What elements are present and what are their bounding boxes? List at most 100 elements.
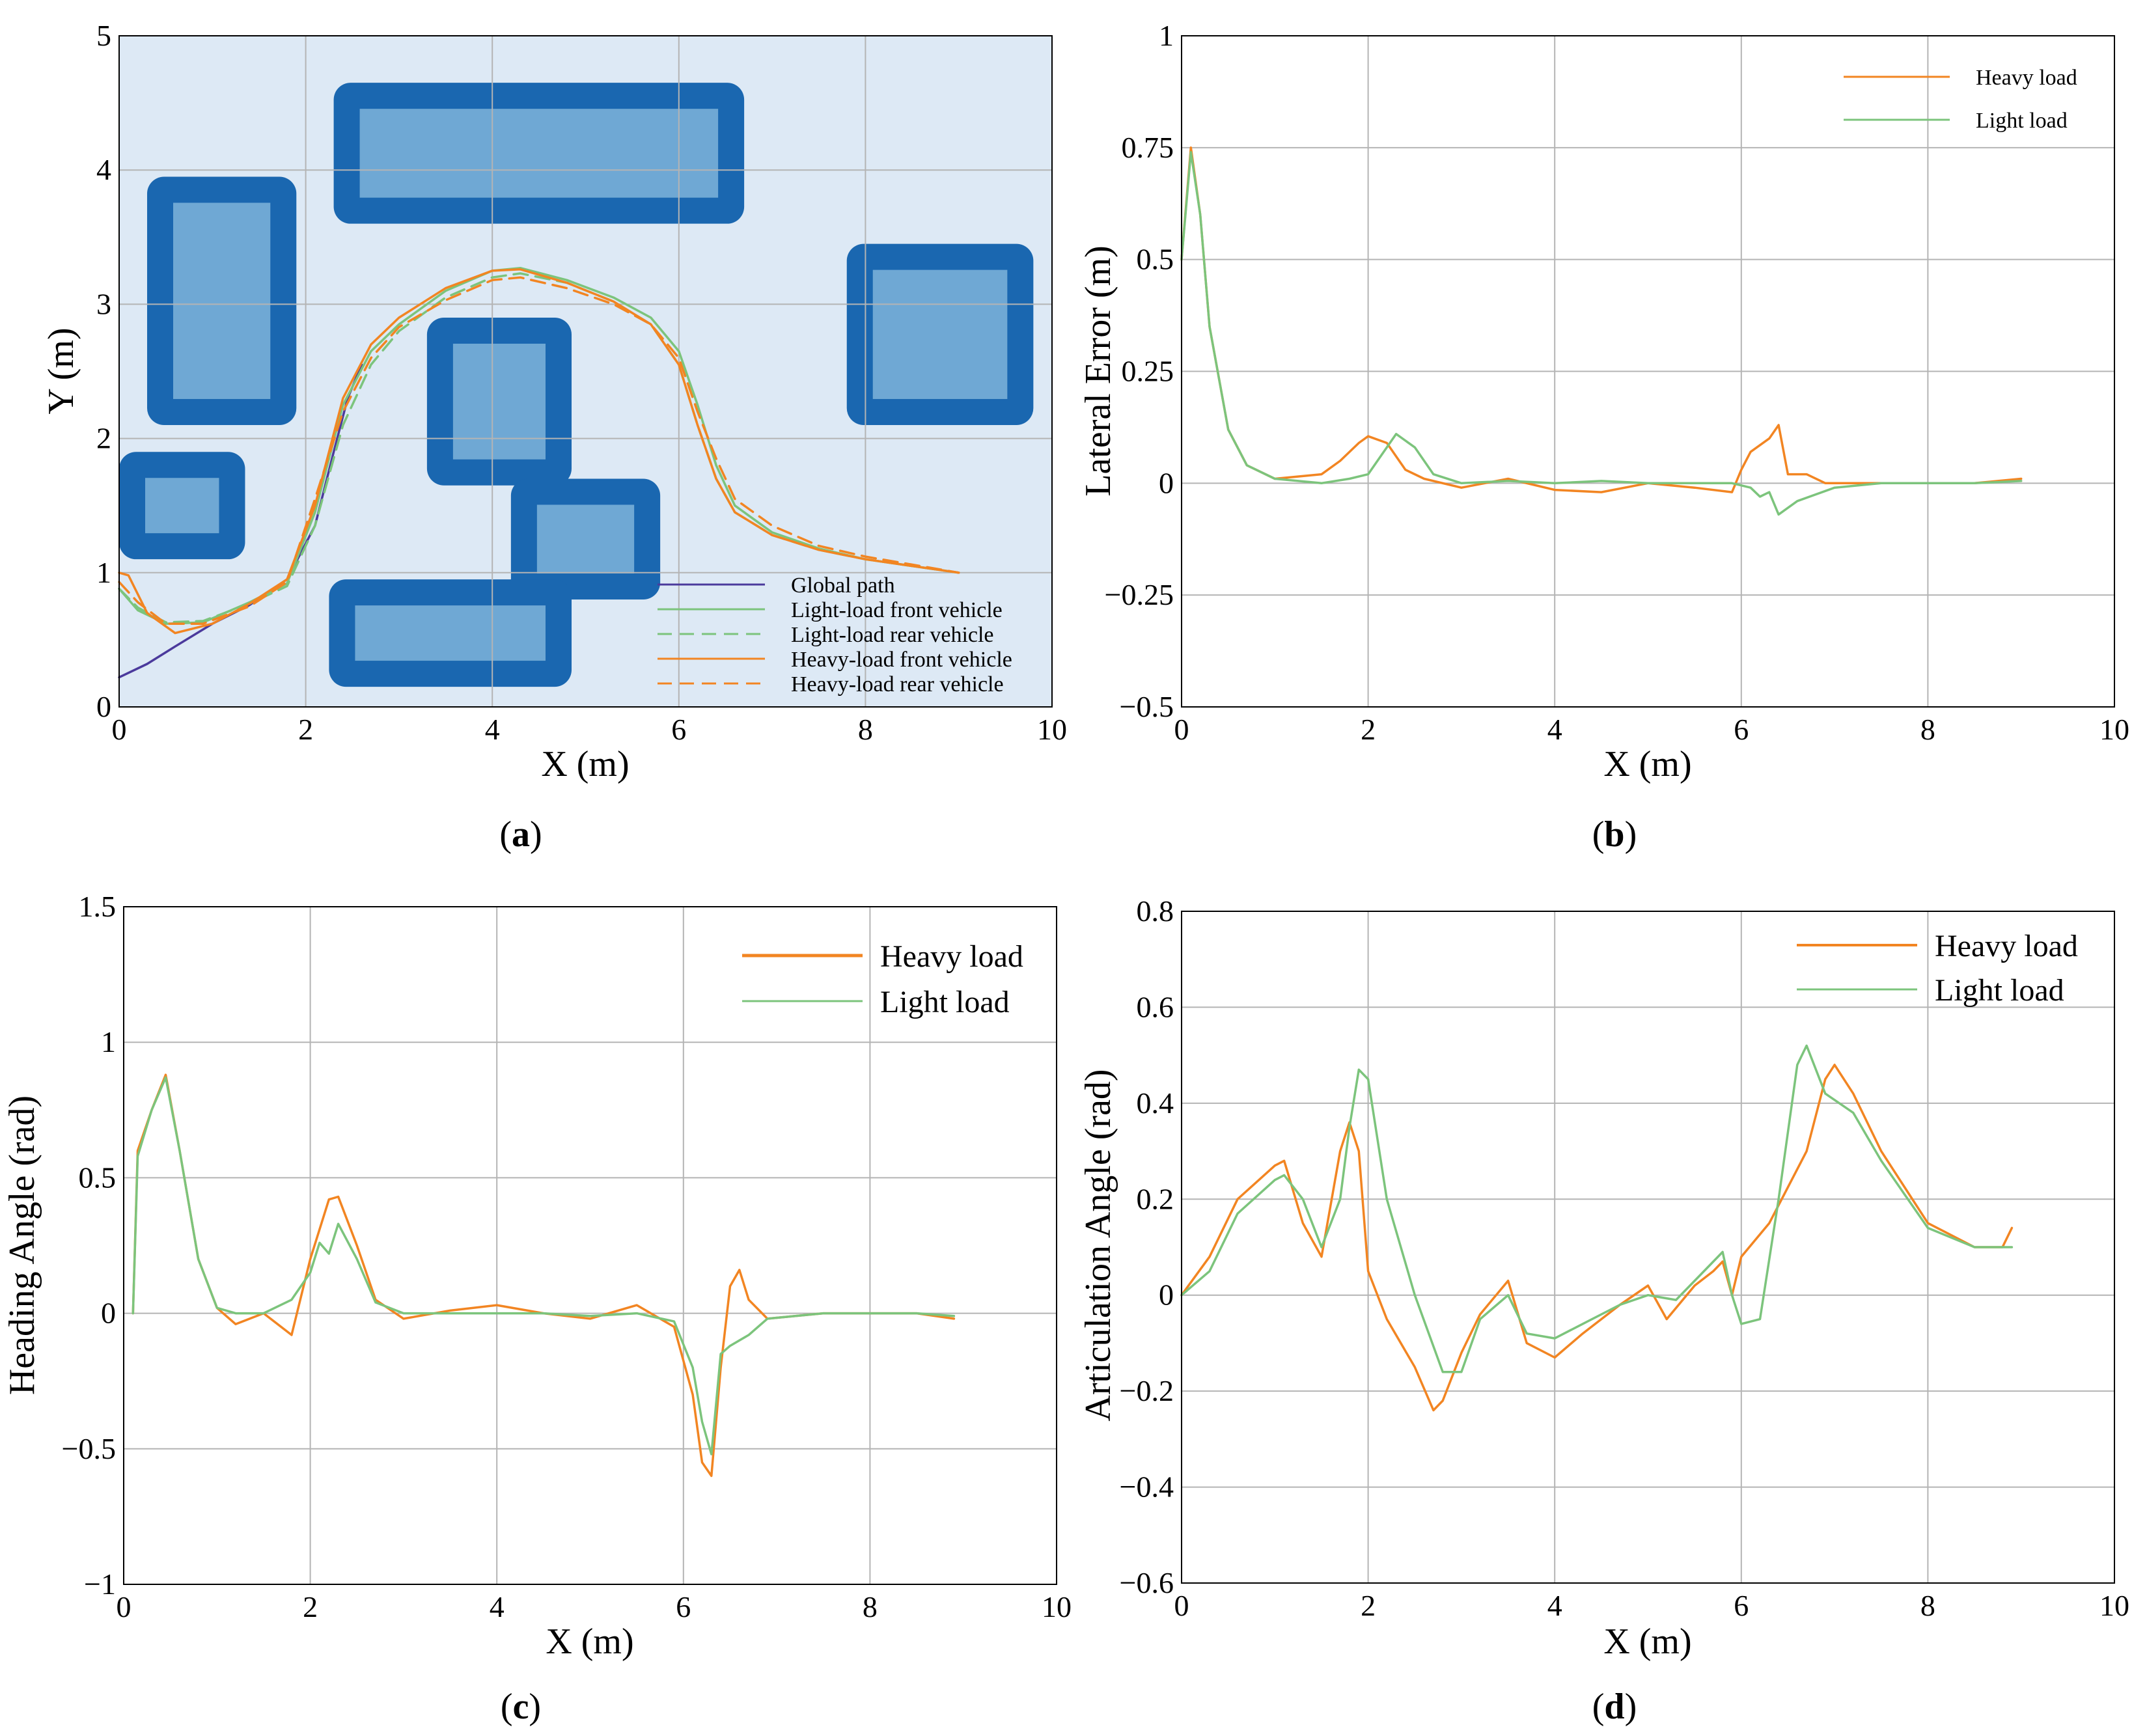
obstacle-6-fill [536, 504, 635, 574]
x-tick-label: 0 [1174, 1589, 1189, 1622]
series-light-load [1180, 150, 2023, 516]
y-tick-label: 5 [96, 19, 111, 52]
series-light-load [1180, 1044, 2014, 1373]
series-heavy-load [1180, 1064, 2014, 1412]
panel-c-heading-angle: 0 2 4 6 8 10 −1 −0.5 0 0.5 1 1.5 X (m) Heading Angl… [2, 890, 1072, 1727]
grid-c [124, 907, 1057, 1584]
y-tick-label: −0.6 [1120, 1566, 1174, 1599]
legend-a: Global path Light-load front vehicle Lig… [658, 573, 1012, 696]
y-tick-label: 1 [101, 1025, 116, 1058]
x-tick-label: 0 [1174, 713, 1189, 746]
y-tick-label: 0.5 [1137, 243, 1174, 276]
obstacle-7-fill [355, 605, 546, 661]
caption-d-open: ( [1592, 1687, 1605, 1727]
y-tick-label: 0.4 [1137, 1086, 1174, 1120]
x-tick-label: 8 [1920, 1589, 1935, 1622]
panel-d-articulation-angle: 0 2 4 6 8 10 −0.6 −0.4 −0.2 0 0.2 0.4 0.6 0.8 X (m) A… [1078, 894, 2129, 1727]
legend-label-heavy-c: Heavy load [880, 939, 1023, 974]
plot-frame-a [118, 35, 1053, 708]
y-tick-label: 0.8 [1137, 894, 1174, 928]
legend-b: Heavy load Light load [1844, 66, 2077, 133]
panel-a-path-map: 0 2 4 6 8 10 0 1 2 3 4 5 X (m) Y (m) Global path Li… [41, 19, 1067, 855]
y-tick-label: 0 [1159, 466, 1174, 499]
y-tick-label: −0.4 [1120, 1470, 1174, 1504]
caption-a-letter: a [512, 814, 530, 855]
x-tick-label: 6 [1734, 1589, 1749, 1622]
y-tick-label: −1 [84, 1567, 116, 1601]
x-tick-label: 2 [1361, 713, 1376, 746]
y-tick-label: 1.5 [79, 890, 117, 923]
x-tick-label: 2 [303, 1590, 318, 1623]
caption-c-close: ) [529, 1687, 541, 1727]
y-tick-label: 0 [96, 690, 111, 723]
caption-b: (b) [1592, 814, 1637, 855]
x-axis-label-b: X (m) [1603, 744, 1691, 784]
panel-b-lateral-error: 0 2 4 6 8 10 −0.5 −0.25 0 0.25 0.5 0.75 1 X (m) Late… [1078, 19, 2129, 855]
plot-frame-b [1181, 35, 2115, 708]
y-tick-label: −0.2 [1120, 1374, 1174, 1407]
y-tick-label: −0.5 [62, 1432, 116, 1465]
series-heavy-load-front-vehicle [118, 268, 960, 635]
y-tick-label: 1 [96, 556, 111, 589]
x-tick-label: 8 [1920, 713, 1935, 746]
x-tick-label: 0 [112, 713, 127, 746]
series-a [118, 266, 960, 679]
series-d [1180, 1044, 2014, 1412]
caption-a-close: ) [530, 814, 542, 855]
y-axis-label-b: Lateral Error (m) [1078, 245, 1118, 497]
legend-label-heavy-b: Heavy load [1976, 66, 2077, 90]
x-tick-label: 6 [1734, 713, 1749, 746]
caption-b-close: ) [1625, 814, 1637, 855]
ticks-d: 0 2 4 6 8 10 −0.6 −0.4 −0.2 0 0.2 0.4 0.6 0.8 [1120, 894, 2129, 1622]
x-tick-label: 4 [1547, 1589, 1562, 1622]
caption-d-letter: d [1604, 1687, 1624, 1727]
caption-c: (c) [501, 1687, 541, 1727]
legend-label-light-d: Light load [1935, 973, 2064, 1008]
y-tick-label: 1 [1159, 19, 1174, 52]
ticks-a: 0 2 4 6 8 10 0 1 2 3 4 5 [96, 19, 1067, 746]
caption-b-open: ( [1592, 814, 1605, 855]
legend-label-light-rear: Light-load rear vehicle [791, 623, 994, 647]
legend-label-light-b: Light load [1976, 109, 2068, 133]
x-tick-label: 10 [1037, 713, 1067, 746]
x-axis-label-a: X (m) [541, 744, 629, 784]
caption-c-open: ( [501, 1687, 513, 1727]
obstacle-2-fill [173, 202, 271, 399]
x-tick-label: 8 [858, 713, 873, 746]
ticks-b: 0 2 4 6 8 10 −0.5 −0.25 0 0.25 0.5 0.75 1 [1105, 19, 2129, 746]
x-tick-label: 10 [2099, 1589, 2129, 1622]
obstacle-4-fill [452, 344, 546, 460]
y-tick-label: 4 [96, 153, 111, 186]
legend-c: Heavy load Light load [742, 939, 1023, 1019]
legend-d: Heavy load Light load [1797, 929, 2078, 1008]
y-tick-label: 0.6 [1137, 990, 1174, 1023]
x-tick-label: 4 [1547, 713, 1562, 746]
series-c [132, 1073, 956, 1478]
obstacle-1-fill [359, 109, 719, 198]
x-tick-label: 6 [676, 1590, 691, 1623]
x-tick-label: 0 [117, 1590, 132, 1623]
x-tick-label: 10 [2099, 713, 2129, 746]
y-tick-label: 0.5 [79, 1161, 117, 1194]
ticks-c: 0 2 4 6 8 10 −1 −0.5 0 0.5 1 1.5 [62, 890, 1072, 1623]
x-tick-label: 2 [1361, 1589, 1376, 1622]
y-tick-label: 2 [96, 422, 111, 455]
y-tick-label: 0.2 [1137, 1182, 1174, 1215]
caption-b-letter: b [1604, 814, 1624, 855]
y-tick-label: 0 [101, 1297, 116, 1330]
legend-label-global-path: Global path [791, 573, 895, 598]
y-tick-label: 3 [96, 287, 111, 320]
obstacle-5-fill [145, 478, 219, 534]
legend-label-heavy-rear: Heavy-load rear vehicle [791, 672, 1004, 696]
x-axis-label-c: X (m) [546, 1621, 633, 1662]
caption-a: (a) [499, 814, 542, 855]
grid-d [1182, 911, 2114, 1583]
x-tick-label: 8 [863, 1590, 878, 1623]
plot-area-d [1182, 911, 2114, 1583]
plot-frame-d [1181, 911, 2115, 1584]
obstacles [119, 83, 1034, 687]
plot-frame-c [123, 906, 1057, 1585]
x-axis-label-d: X (m) [1603, 1621, 1691, 1662]
caption-a-open: ( [499, 814, 512, 855]
series-light-load [132, 1076, 956, 1455]
